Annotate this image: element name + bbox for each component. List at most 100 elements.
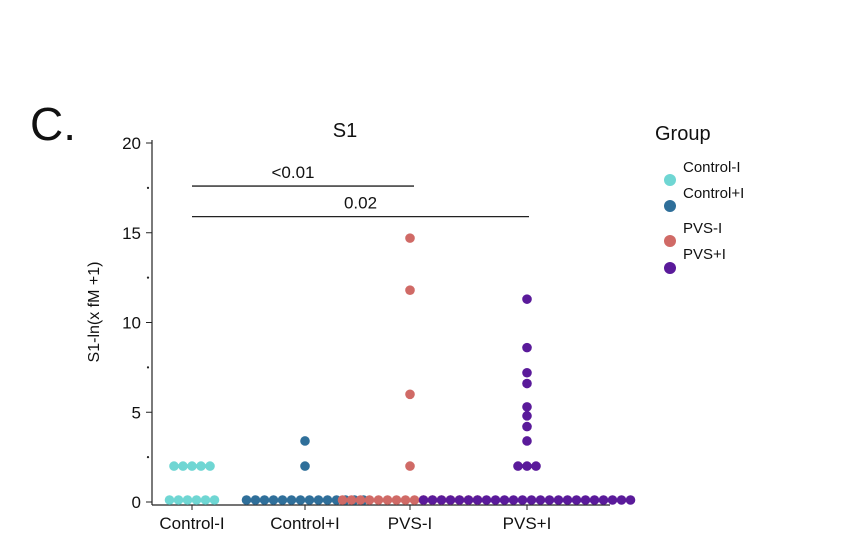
y-ticks: 0 5 10 15 20 [122, 134, 152, 512]
data-point [526, 495, 537, 505]
data-point [616, 495, 627, 505]
data-point [322, 495, 333, 505]
data-point [508, 495, 519, 505]
data-point [209, 495, 220, 505]
data-point [481, 495, 492, 505]
data-point [400, 495, 411, 505]
data-point [418, 495, 429, 505]
legend-entry: PVS+I [683, 246, 726, 263]
data-point [346, 495, 357, 505]
y-tick-label: 0 [132, 493, 141, 512]
data-point [373, 495, 384, 505]
x-tick-label: PVS+I [503, 514, 552, 533]
data-point [405, 233, 415, 243]
data-point [522, 402, 532, 412]
p-value-label: <0.01 [271, 163, 314, 182]
data-point [445, 495, 456, 505]
chart-title: S1 [333, 120, 357, 142]
data-point [531, 461, 541, 471]
data-point [625, 495, 636, 505]
y-tick-label: 20 [122, 134, 141, 153]
data-point [544, 495, 555, 505]
data-point [463, 495, 474, 505]
data-point [164, 495, 175, 505]
data-point [300, 436, 310, 446]
x-tick-label: Control+I [270, 514, 339, 533]
data-point [517, 495, 528, 505]
data-point [427, 495, 438, 505]
data-point [522, 421, 532, 432]
data-point [522, 436, 532, 446]
y-minor-tick [146, 456, 150, 459]
data-point [490, 495, 501, 505]
data-point [499, 495, 510, 505]
data-point [173, 495, 184, 505]
data-point [580, 495, 591, 505]
legend-swatch [664, 235, 676, 247]
data-point [598, 495, 609, 505]
data-point [182, 495, 193, 505]
legend-swatch [664, 174, 676, 186]
data-point [259, 495, 270, 505]
panel-label: C. [30, 98, 76, 150]
data-point [522, 461, 532, 471]
data-point [196, 461, 206, 471]
y-tick-label: 5 [132, 403, 141, 422]
data-point [522, 378, 532, 389]
data-point [589, 495, 600, 505]
data-point [178, 461, 188, 471]
p-value-label: 0.02 [344, 194, 377, 213]
data-point [250, 495, 261, 505]
legend-swatch [664, 262, 676, 274]
data-point [405, 461, 415, 471]
y-axis-label: S1-ln(x fM +1) [86, 262, 103, 363]
data-point [522, 411, 532, 421]
data-point [300, 461, 310, 471]
data-point [382, 495, 393, 505]
data-point [200, 495, 211, 505]
data-point [169, 461, 179, 471]
data-point [436, 495, 447, 505]
data-point [472, 495, 483, 505]
significance-annotations: <0.01 0.02 [192, 163, 529, 218]
data-point [286, 495, 297, 505]
data-point [571, 495, 582, 505]
legend-title: Group [655, 123, 711, 145]
data-point [205, 461, 215, 471]
y-tick-label: 10 [122, 314, 141, 333]
data-point [405, 285, 415, 295]
legend-entry: PVS-I [683, 220, 722, 237]
data-point [405, 389, 415, 400]
data-point [522, 342, 532, 353]
data-point [522, 367, 532, 378]
legend: Group Control-I Control+I PVS-I PVS+I [655, 123, 744, 274]
y-minor-tick [146, 366, 150, 369]
x-ticks: Control-I Control+I PVS-I PVS+I [159, 505, 551, 533]
data-points [164, 233, 636, 505]
data-point [364, 495, 375, 505]
data-point [391, 495, 402, 505]
data-point [313, 495, 324, 505]
x-tick-label: PVS-I [388, 514, 432, 533]
data-point [409, 495, 420, 505]
data-point [607, 495, 618, 505]
data-point [268, 495, 279, 505]
data-point [241, 495, 252, 505]
legend-entry: Control-I [683, 159, 741, 176]
data-point [355, 495, 366, 505]
data-point [535, 495, 546, 505]
data-point [553, 495, 564, 505]
y-tick-label: 15 [122, 224, 141, 243]
data-point [522, 294, 532, 304]
y-minor-tick [146, 276, 150, 279]
data-point [187, 461, 197, 471]
data-point [191, 495, 202, 505]
data-point [513, 461, 523, 471]
data-point [454, 495, 465, 505]
legend-swatch [664, 200, 676, 212]
data-point [562, 495, 573, 505]
data-point [337, 495, 348, 505]
legend-entry: Control+I [683, 185, 744, 202]
data-point [277, 495, 288, 505]
